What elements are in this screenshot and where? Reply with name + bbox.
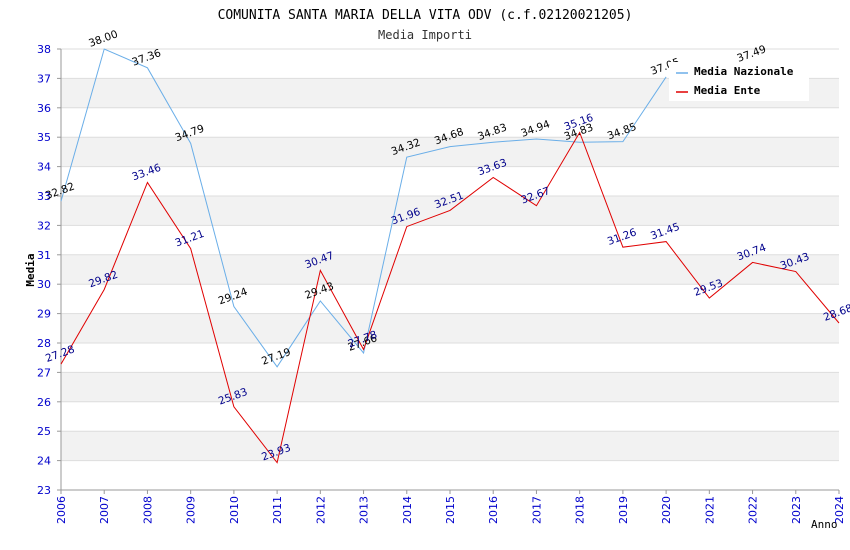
x-tick-label: 2020 — [660, 496, 673, 524]
x-tick-label: 2016 — [487, 496, 500, 524]
axes: 23 24 25 26 27 28 29 30 31 32 33 34 35 36 37 38 2006 2007… — [37, 43, 846, 524]
series-line-0 — [60, 48, 667, 368]
y-tick-label: 28 — [37, 337, 51, 350]
y-tick-label: 24 — [37, 455, 51, 468]
legend-label: Media Ente — [694, 84, 761, 97]
x-axis-label: Anno — [811, 518, 838, 531]
chart-subtitle: Media Importi — [378, 28, 472, 42]
x-tick-label: 2018 — [574, 496, 587, 524]
x-tick-label: 2009 — [185, 496, 198, 524]
x-tick-label: 2024 — [833, 496, 846, 524]
y-tick-label: 27 — [37, 366, 51, 379]
x-tick-label: 2014 — [401, 496, 414, 524]
y-tick-label: 30 — [37, 278, 51, 291]
y-tick-label: 23 — [37, 484, 51, 497]
y-tick-label: 36 — [37, 102, 51, 115]
grid-band — [61, 431, 839, 461]
grid-band — [61, 137, 839, 167]
x-tick-label: 2006 — [55, 496, 68, 524]
y-tick-label: 26 — [37, 396, 51, 409]
y-tick-label: 37 — [37, 72, 51, 85]
legend: Media Nazionale Media Ente — [669, 62, 809, 101]
data-label: 31.21 — [174, 228, 206, 250]
data-label: 34.94 — [519, 118, 552, 140]
series-lines — [60, 48, 840, 464]
legend-box — [669, 62, 809, 101]
y-tick-label: 31 — [37, 249, 51, 262]
legend-label: Media Nazionale — [694, 65, 794, 78]
y-tick-label: 29 — [37, 308, 51, 321]
x-tick-label: 2012 — [314, 496, 327, 524]
y-tick-label: 32 — [37, 219, 51, 232]
x-tick-label: 2021 — [703, 496, 716, 524]
x-tick-label: 2022 — [747, 496, 760, 524]
x-tick-label: 2007 — [98, 496, 111, 524]
y-tick-label: 25 — [37, 425, 51, 438]
x-tick-label: 2011 — [271, 496, 284, 524]
grid-band — [61, 313, 839, 343]
data-label: 38.00 — [87, 28, 119, 50]
x-tick-label: 2023 — [790, 496, 803, 524]
grid-band — [61, 372, 839, 402]
y-tick-label: 33 — [37, 190, 51, 203]
y-tick-label: 35 — [37, 131, 51, 144]
x-tick-label: 2010 — [228, 496, 241, 524]
chart-title: COMUNITA SANTA MARIA DELLA VITA ODV (c.f… — [218, 8, 633, 23]
x-tick-label: 2019 — [617, 496, 630, 524]
data-label: 37.49 — [735, 43, 767, 65]
y-axis-label: Media — [24, 253, 37, 286]
data-label: 37.36 — [130, 47, 163, 69]
x-tick-label: 2015 — [444, 496, 457, 524]
series-line-1 — [60, 131, 840, 464]
x-tick-label: 2017 — [530, 496, 543, 524]
x-tick-label: 2008 — [141, 496, 154, 524]
x-tick-label: 2013 — [358, 496, 371, 524]
grid-band — [61, 254, 839, 285]
y-tick-label: 38 — [37, 43, 51, 56]
y-tick-label: 34 — [37, 161, 51, 174]
